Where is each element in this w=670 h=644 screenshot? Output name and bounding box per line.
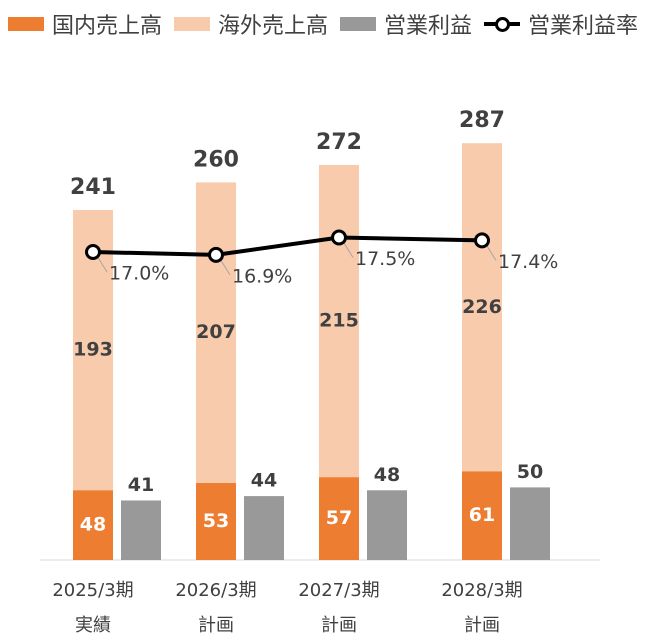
- data-label-total-sales: 241: [70, 175, 116, 200]
- x-tick-label-period: 2025/3期: [52, 580, 133, 601]
- margin-leader-line: [485, 244, 497, 261]
- bar-domestic-sales: [462, 471, 502, 560]
- bar-operating-profit: [367, 490, 407, 560]
- legend-swatch-operating-margin: [484, 17, 521, 32]
- line-operating-margin: [92, 235, 483, 257]
- x-tick-label-period: 2027/3期: [298, 580, 379, 601]
- data-label-operating-margin: 17.4%: [498, 251, 558, 273]
- x-tick-label-period: 2026/3期: [175, 580, 256, 601]
- data-label-total-sales: 287: [459, 108, 505, 133]
- data-label-domestic-sales: 61: [469, 504, 495, 526]
- data-label-operating-margin: 17.5%: [355, 248, 415, 270]
- legend-swatch-operating-profit: [340, 17, 377, 31]
- data-label-operating-profit: 41: [128, 474, 154, 496]
- data-label-overseas-sales: 193: [73, 339, 113, 361]
- bar-operating-profit: [510, 487, 550, 560]
- data-label-domestic-sales: 53: [203, 510, 229, 532]
- data-label-operating-margin: 16.9%: [232, 265, 292, 287]
- data-label-total-sales: 272: [316, 130, 362, 155]
- legend-label-operating-margin: 営業利益率: [528, 14, 639, 39]
- bar-domestic-sales: [73, 490, 113, 560]
- legend-item-operating-margin: 営業利益率: [484, 8, 638, 40]
- data-label-operating-profit: 44: [251, 470, 277, 492]
- data-label-operating-profit: 48: [374, 464, 400, 486]
- point-operating-margin: [331, 229, 347, 246]
- legend: 国内売上高 海外売上高 営業利益 営業利益率: [8, 6, 638, 42]
- x-tick-label-type: 計画: [198, 615, 234, 636]
- legend-label-domestic-sales: 国内売上高: [52, 14, 163, 39]
- bar-overseas-sales: [196, 182, 236, 484]
- data-label-operating-margin: 17.0%: [109, 263, 169, 285]
- x-tick-label-type: 計画: [464, 615, 500, 636]
- x-tick-label-period: 2028/3期: [441, 580, 522, 601]
- data-label-overseas-sales: 207: [196, 321, 236, 343]
- data-label-domestic-sales: 48: [80, 514, 106, 536]
- bar-domestic-sales: [319, 477, 359, 560]
- margin-leader-line: [342, 241, 354, 258]
- legend-item-overseas-sales: 海外売上高: [174, 8, 328, 40]
- legend-item-domestic-sales: 国内売上高: [8, 8, 162, 40]
- legend-swatch-overseas-sales: [174, 17, 211, 31]
- x-tick-label-type: 計画: [321, 615, 357, 636]
- point-operating-margin: [208, 246, 224, 263]
- legend-swatch-domestic-sales: [8, 17, 44, 31]
- data-label-overseas-sales: 226: [462, 296, 502, 318]
- data-label-operating-profit: 50: [517, 461, 543, 483]
- point-operating-margin: [85, 244, 101, 260]
- data-label-overseas-sales: 215: [319, 310, 359, 332]
- data-label-domestic-sales: 57: [326, 507, 352, 529]
- margin-leader-line: [96, 255, 108, 273]
- x-tick-label-type: 実績: [75, 615, 111, 636]
- margin-leader-line: [219, 258, 231, 276]
- bar-operating-profit: [244, 496, 284, 560]
- legend-item-operating-profit: 営業利益: [340, 8, 472, 40]
- legend-label-operating-profit: 営業利益: [384, 14, 473, 39]
- bar-overseas-sales: [319, 164, 359, 478]
- bar-overseas-sales: [462, 143, 502, 472]
- bar-domestic-sales: [196, 483, 236, 560]
- data-label-total-sales: 260: [193, 147, 239, 172]
- point-operating-margin: [474, 232, 490, 249]
- legend-label-overseas-sales: 海外売上高: [218, 14, 329, 39]
- bar-operating-profit: [121, 500, 161, 560]
